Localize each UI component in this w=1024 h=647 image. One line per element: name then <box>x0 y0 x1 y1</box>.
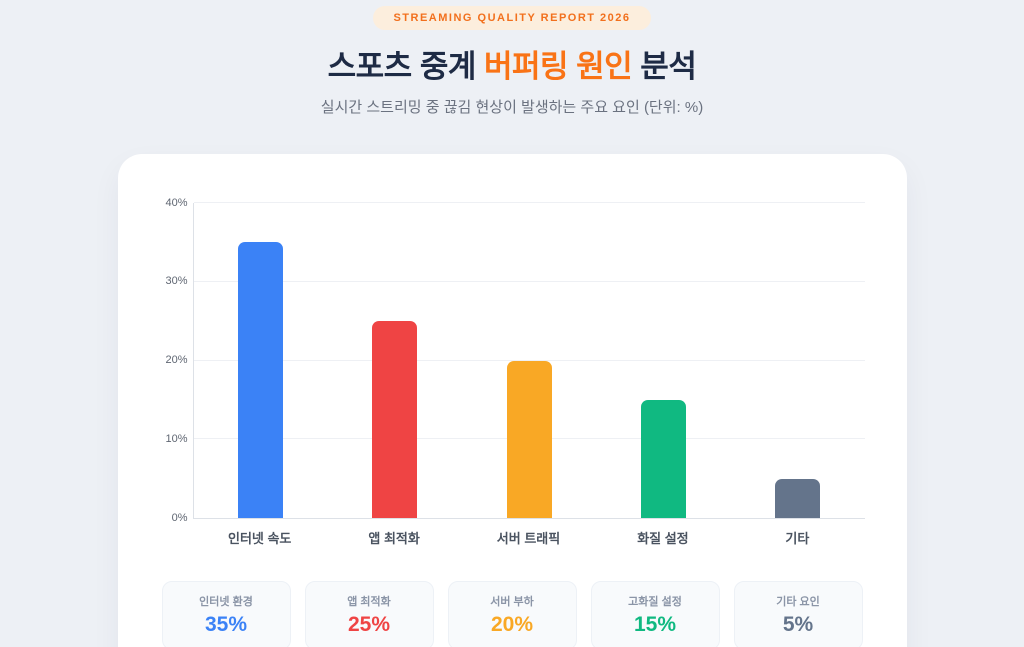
stat-card-app: 앱 최적화 25% <box>304 581 434 647</box>
bar-chart-plot: 0% 10% 20% 30% 40% <box>165 197 865 524</box>
page-title-part1: 스포츠 중계 <box>327 49 484 84</box>
stat-label: 앱 최적화 <box>347 596 391 608</box>
stat-card-others: 기타 요인 5% <box>733 581 863 647</box>
y-tick-30: 30% <box>165 275 188 288</box>
gridline-40: 40% <box>165 197 865 209</box>
y-tick-10: 10% <box>165 432 188 445</box>
page-header: STREAMING QUALITY REPORT 2026 스포츠 중계 버퍼링… <box>0 0 1024 117</box>
bar-others[interactable] <box>774 478 820 518</box>
bar-quality-setting[interactable] <box>640 399 686 518</box>
page-title-highlight: 버퍼링 원인 <box>483 49 633 84</box>
bars-layer <box>194 203 865 518</box>
stat-label: 서버 부하 <box>490 596 534 608</box>
stat-value: 25% <box>347 613 391 636</box>
stat-value: 35% <box>204 613 248 636</box>
stat-card-row: 인터넷 환경 35% 앱 최적화 25% 서버 부하 20% 고화질 설정 15… <box>161 581 863 647</box>
gridline-0: 0% <box>172 512 865 524</box>
gridline-30: 30% <box>165 275 865 287</box>
bar-app-optimization[interactable] <box>372 321 418 518</box>
stat-value: 5% <box>782 613 814 636</box>
stat-card-quality: 고화질 설정 15% <box>590 581 720 647</box>
bar-column <box>596 203 730 518</box>
x-label-others: 기타 <box>785 531 810 546</box>
y-tick-20: 20% <box>165 354 188 366</box>
stat-card-internet: 인터넷 환경 35% <box>161 581 291 647</box>
gridline-20: 20% <box>165 354 865 366</box>
page-title-part2: 분석 <box>632 49 697 84</box>
bar-chart: 0% 10% 20% 30% 40% <box>118 154 907 524</box>
stat-label: 인터넷 환경 <box>199 596 253 608</box>
bar-server-traffic[interactable] <box>506 360 552 518</box>
y-tick-0: 0% <box>171 511 188 524</box>
y-tick-40: 40% <box>165 196 188 209</box>
bar-column <box>462 203 596 518</box>
x-label-internet-speed: 인터넷 속도 <box>227 531 292 546</box>
x-label-app-optimization: 앱 최적화 <box>368 531 420 546</box>
bar-column <box>194 203 328 518</box>
stat-value: 15% <box>633 613 677 636</box>
bar-column <box>328 203 462 518</box>
bar-internet-speed[interactable] <box>238 242 284 518</box>
report-badge: STREAMING QUALITY REPORT 2026 <box>373 6 651 30</box>
stat-label: 고화질 설정 <box>628 596 682 608</box>
x-label-server-traffic: 서버 트래픽 <box>496 531 561 546</box>
x-axis-labels: 인터넷 속도 앱 최적화 서버 트래픽 화질 설정 기타 <box>193 519 865 547</box>
page-subtitle: 실시간 스트리밍 중 끊김 현상이 발생하는 주요 요인 (단위: %) <box>320 99 704 116</box>
stat-value: 20% <box>490 613 534 636</box>
stat-label: 기타 요인 <box>776 596 820 608</box>
stat-card-server: 서버 부하 20% <box>447 581 577 647</box>
page-title: 스포츠 중계 버퍼링 원인 분석 <box>0 41 1024 86</box>
chart-card: 0% 10% 20% 30% 40% <box>117 154 907 647</box>
x-label-quality-setting: 화질 설정 <box>637 531 689 546</box>
bar-column <box>730 203 864 518</box>
